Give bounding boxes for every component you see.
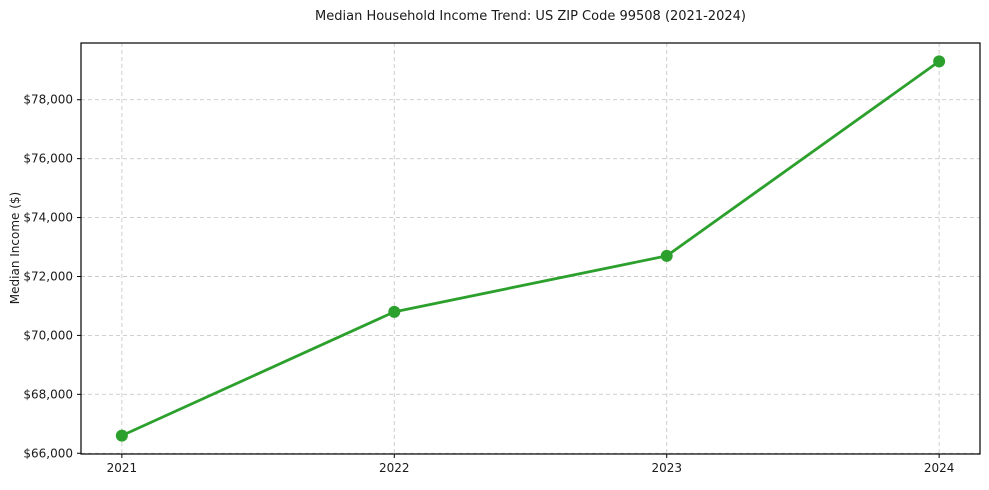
data-point-marker (388, 305, 401, 318)
x-tick-label: 2024 (924, 461, 955, 475)
plot-border (80, 42, 981, 455)
x-tick-label: 2021 (107, 461, 138, 475)
data-point-marker (115, 429, 128, 442)
y-tick-label: $74,000 (23, 211, 73, 225)
trend-line (120, 60, 941, 437)
x-tick-label: 2023 (651, 461, 682, 475)
y-tick-label: $66,000 (23, 446, 73, 460)
y-tick-label: $76,000 (23, 152, 73, 166)
data-point-marker (660, 249, 673, 262)
y-tick-label: $68,000 (23, 387, 73, 401)
chart-title: Median Household Income Trend: US ZIP Co… (315, 9, 746, 24)
y-tick-label: $70,000 (23, 328, 73, 342)
x-tick-label: 2022 (379, 461, 410, 475)
data-point-marker (933, 55, 946, 68)
y-tick-label: $72,000 (23, 269, 73, 283)
y-tick-label: $78,000 (23, 93, 73, 107)
